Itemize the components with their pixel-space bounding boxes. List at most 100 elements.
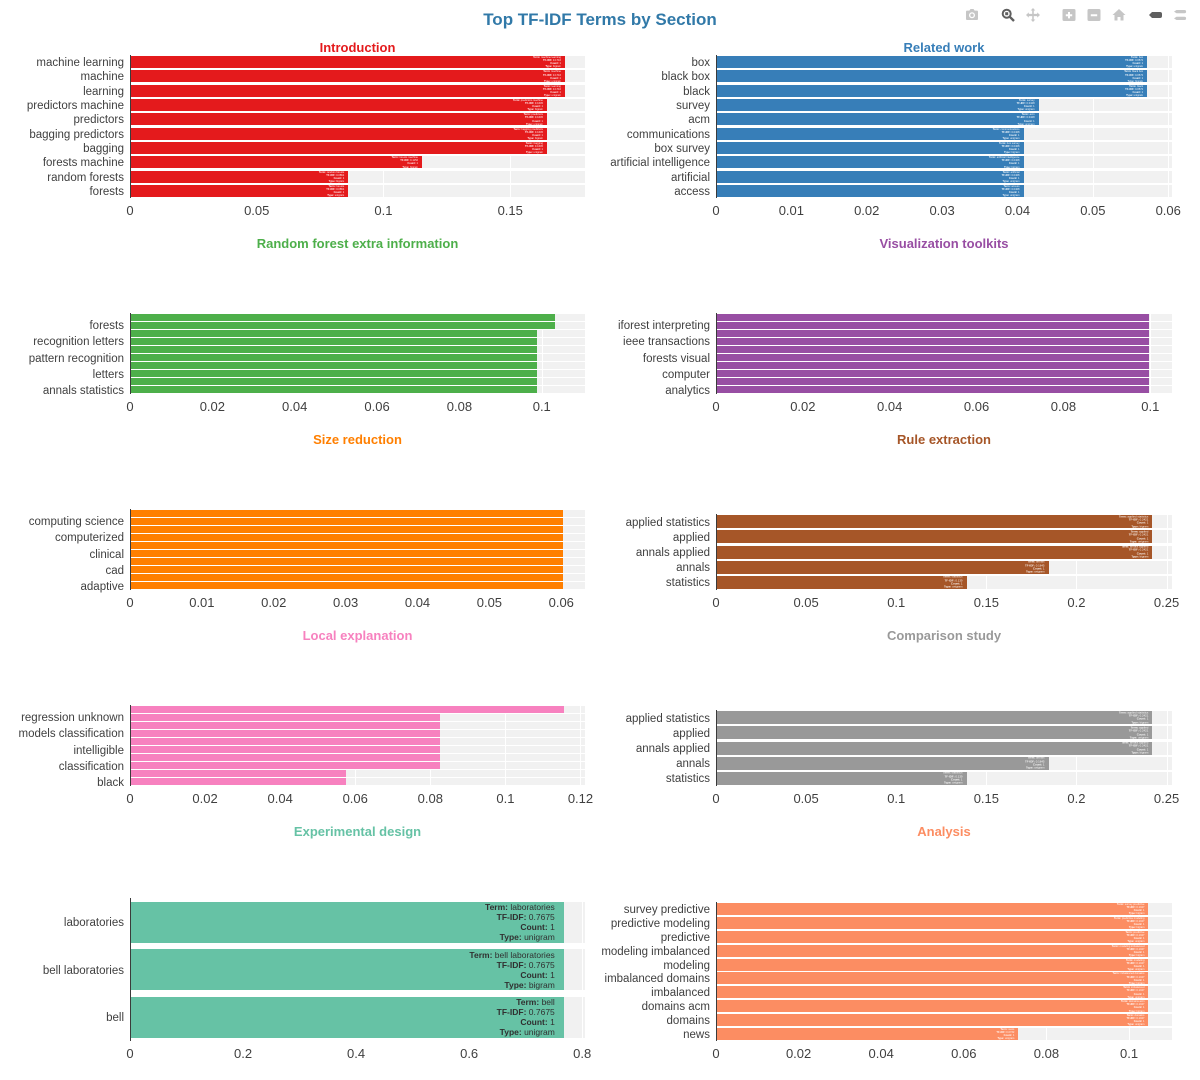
bar[interactable]: Term: applied TF-IDF: 0.2421 Count: 1 Type:…: [716, 725, 1153, 740]
bar[interactable]: [130, 337, 537, 345]
plot-area[interactable]: Term: box TF-IDF: 0.0572 Count: 1 Type: uni…: [610, 55, 1172, 198]
zoom-in-icon[interactable]: [1056, 4, 1081, 26]
bar[interactable]: Term: black TF-IDF: 0.0572 Count: 1 Type: u…: [716, 85, 1148, 97]
bar[interactable]: [130, 313, 555, 321]
bar[interactable]: [130, 746, 441, 754]
plot-area[interactable]: Term: applied statistics TF-IDF: 0.2421 Co…: [626, 643, 1172, 786]
pan-icon[interactable]: [1020, 4, 1045, 26]
plot-area[interactable]: Term: machine learning TF-IDF: 0.1716 Coun…: [27, 55, 585, 198]
bar[interactable]: [716, 378, 1149, 386]
bar[interactable]: Term: access TF-IDF: 0.0408 Count: 1 Type: …: [716, 185, 1024, 197]
bar[interactable]: Term: black box TF-IDF: 0.0572 Count: 1 Typ…: [716, 70, 1148, 83]
bar[interactable]: [716, 329, 1149, 337]
bar[interactable]: Term: box survey TF-IDF: 0.0408 Count: 1 Ty…: [716, 142, 1024, 154]
bar[interactable]: Term: predictive modeling TF-IDF: 0.1047 C…: [716, 917, 1149, 929]
bar[interactable]: Term: machine learning TF-IDF: 0.1716 Coun…: [130, 56, 565, 68]
bar[interactable]: [716, 345, 1149, 353]
bar[interactable]: [130, 558, 563, 566]
bar[interactable]: Term: applied statistics TF-IDF: 0.2421 Co…: [716, 710, 1153, 725]
bar[interactable]: Term: bell TF-IDF: 0.7675 Count: 1 Type: un…: [130, 996, 564, 1038]
bar[interactable]: Term: forests machine TF-IDF: 0.1152 Count…: [130, 156, 422, 168]
bar[interactable]: Term: survey TF-IDF: 0.0428 Count: 1 Type: …: [716, 99, 1039, 111]
bar[interactable]: Term: imbalanced domains TF-IDF: 0.1047 Co…: [716, 972, 1149, 985]
bar[interactable]: Term: learning TF-IDF: 0.1716 Count: 1 Type…: [130, 85, 565, 97]
bar[interactable]: Term: forests TF-IDF: 0.0861 Count: 1 Type:…: [130, 185, 349, 197]
bar[interactable]: [130, 329, 537, 337]
bar[interactable]: Term: box TF-IDF: 0.0572 Count: 1 Type: uni…: [716, 56, 1148, 68]
bar[interactable]: Term: bagging predictors TF-IDF: 0.1645 Co…: [130, 127, 547, 140]
bar[interactable]: [130, 778, 347, 786]
bar[interactable]: [130, 762, 441, 770]
bar[interactable]: Term: imbalanced TF-IDF: 0.1047 Count: 1 Ty…: [716, 986, 1149, 998]
bar[interactable]: Term: survey predictive TF-IDF: 0.1047 Cou…: [716, 903, 1149, 915]
bar[interactable]: Term: bagging TF-IDF: 0.1645 Count: 1 Type:…: [130, 142, 547, 154]
bar[interactable]: [716, 370, 1149, 378]
bar[interactable]: Term: acm TF-IDF: 0.0428 Count: 1 Type: uni…: [716, 113, 1039, 125]
bar[interactable]: [130, 345, 537, 353]
bar[interactable]: [130, 705, 565, 713]
bar[interactable]: Term: statistics TF-IDF: 0.139 Count: 1 Typ…: [716, 575, 967, 589]
bar[interactable]: [130, 566, 563, 574]
bar[interactable]: [130, 737, 441, 745]
bar[interactable]: Term: predictive TF-IDF: 0.1047 Count: 1 Ty…: [716, 931, 1149, 943]
bar[interactable]: Term: laboratories TF-IDF: 0.7675 Count: 1…: [130, 901, 564, 943]
bar[interactable]: Term: applied TF-IDF: 0.2421 Count: 1 Type:…: [716, 529, 1153, 544]
bar[interactable]: Term: applied statistics TF-IDF: 0.2421 Co…: [716, 514, 1153, 529]
zoom-out-icon[interactable]: [1081, 4, 1106, 26]
bar[interactable]: [716, 313, 1149, 321]
bar[interactable]: [130, 582, 563, 590]
bar[interactable]: [130, 362, 537, 370]
bar[interactable]: [130, 533, 563, 541]
bar[interactable]: [716, 354, 1149, 362]
bar[interactable]: Term: modeling TF-IDF: 0.1047 Count: 1 Type…: [716, 958, 1149, 971]
bar[interactable]: [130, 754, 441, 762]
bar[interactable]: Term: machine TF-IDF: 0.1716 Count: 1 Type:…: [130, 70, 565, 83]
plot-area[interactable]: Term: laboratories TF-IDF: 0.7675 Count: 1…: [43, 898, 585, 1041]
bar[interactable]: Term: communications TF-IDF: 0.0408 Count:…: [716, 127, 1024, 140]
bar[interactable]: [716, 386, 1149, 394]
plot-area[interactable]: computing science computerized clinical cad…: [29, 447, 585, 593]
bar[interactable]: [130, 525, 563, 533]
bar[interactable]: [130, 541, 563, 549]
bar[interactable]: [130, 713, 441, 721]
bar[interactable]: Term: random forests TF-IDF: 0.0861 Count:…: [130, 170, 349, 183]
bar[interactable]: Term: annals applied TF-IDF: 0.2421 Count:…: [716, 544, 1153, 559]
bar[interactable]: [130, 370, 537, 378]
bar[interactable]: Term: bell laboratories TF-IDF: 0.7675 Cou…: [130, 949, 564, 991]
bar[interactable]: [716, 362, 1149, 370]
bar[interactable]: [130, 770, 347, 778]
bar[interactable]: [130, 550, 563, 558]
bar[interactable]: [130, 321, 555, 329]
hover-compare-icon[interactable]: [1167, 4, 1192, 26]
bar[interactable]: [130, 729, 441, 737]
hover-closest-icon[interactable]: [1142, 4, 1167, 26]
bar[interactable]: [716, 337, 1149, 345]
home-icon[interactable]: [1106, 4, 1131, 26]
bar[interactable]: Term: artificial intelligence TF-IDF: 0.0…: [716, 156, 1024, 168]
bar[interactable]: [130, 386, 537, 394]
bar[interactable]: Term: modeling imbalanced TF-IDF: 0.1047 C…: [716, 944, 1149, 957]
bar[interactable]: [716, 321, 1149, 329]
bar[interactable]: Term: annals TF-IDF: 0.1845 Count: 1 Type: …: [716, 756, 1049, 770]
bar[interactable]: Term: artificial TF-IDF: 0.0408 Count: 1 Ty…: [716, 170, 1024, 183]
bar[interactable]: Term: annals applied TF-IDF: 0.2421 Count:…: [716, 740, 1153, 755]
bar[interactable]: [130, 517, 563, 525]
bar[interactable]: [130, 509, 563, 517]
plot-area[interactable]: Term: applied statistics TF-IDF: 0.2421 Co…: [626, 447, 1172, 590]
bar[interactable]: Term: domains TF-IDF: 0.1047 Count: 1 Type:…: [716, 1014, 1149, 1026]
bar[interactable]: [130, 721, 441, 729]
bar[interactable]: Term: annals TF-IDF: 0.1845 Count: 1 Type: …: [716, 560, 1049, 574]
bar[interactable]: Term: predictors machine TF-IDF: 0.1645 Co…: [130, 99, 547, 111]
bar[interactable]: Term: statistics TF-IDF: 0.139 Count: 1 Typ…: [716, 771, 967, 785]
bar[interactable]: Term: predictors TF-IDF: 0.1645 Count: 1 Ty…: [130, 113, 547, 125]
zoom-icon[interactable]: [995, 4, 1020, 26]
camera-icon[interactable]: [959, 4, 984, 26]
bar[interactable]: [130, 378, 537, 386]
bar[interactable]: [130, 354, 537, 362]
bar[interactable]: Term: news TF-IDF: 0.0732 Count: 1 Type: un…: [716, 1028, 1019, 1040]
bar[interactable]: [130, 574, 563, 582]
plot-area[interactable]: forests recognition letters pattern recogn…: [29, 251, 585, 397]
plot-area[interactable]: iforest interpreting ieee transactions for…: [618, 251, 1172, 397]
plot-area[interactable]: regression unknown models classification i…: [19, 643, 585, 789]
